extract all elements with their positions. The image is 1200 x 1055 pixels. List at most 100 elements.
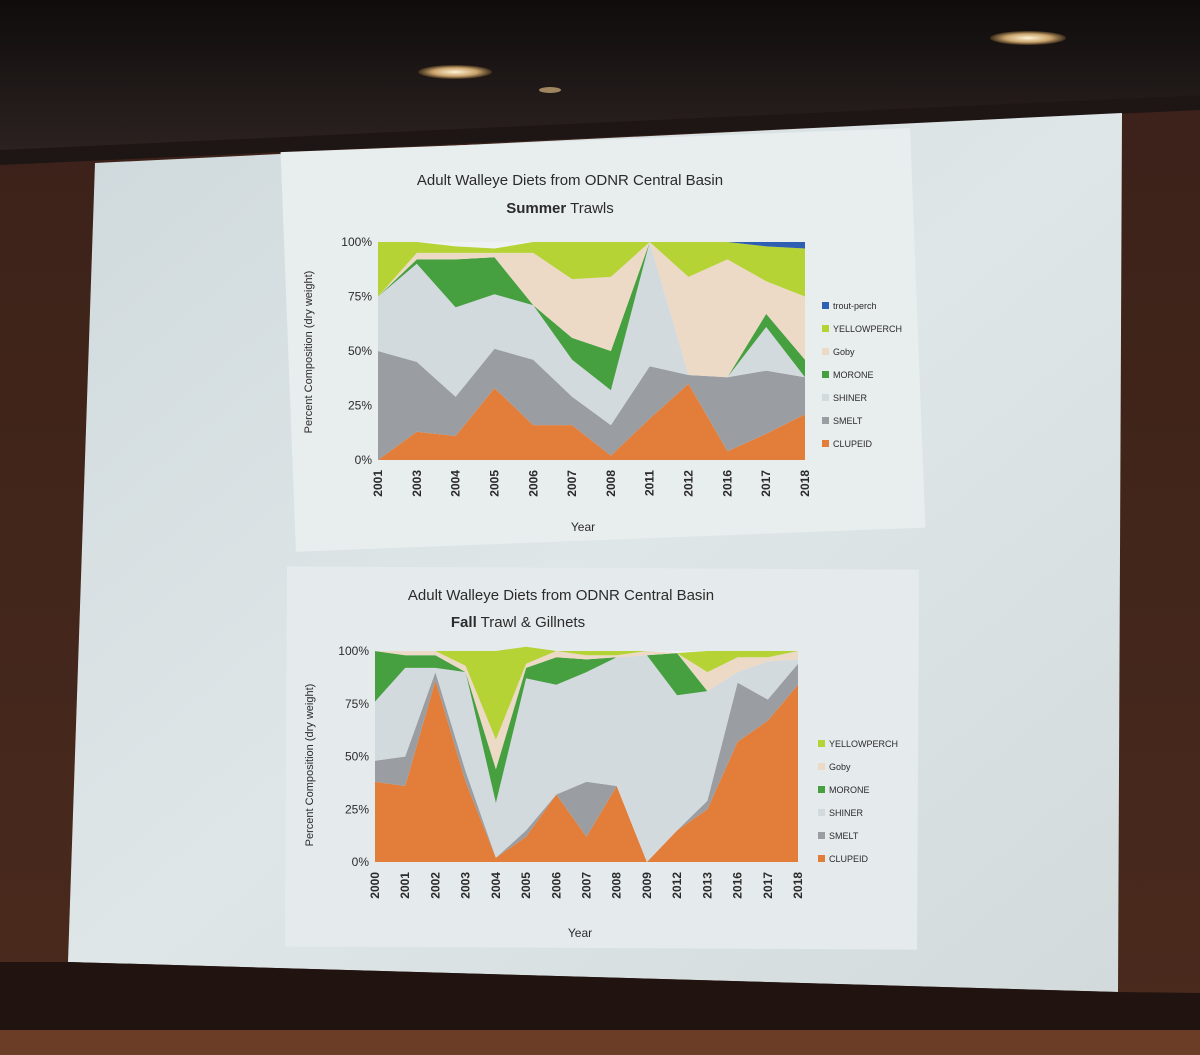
- square-marker-icon: [818, 786, 825, 793]
- x-tick-label: 2012: [670, 872, 684, 899]
- legend-fall: YELLOWPERCH Goby MORONE SHINER SMELT CLUPEID: [818, 739, 898, 864]
- square-marker-icon: [818, 763, 825, 770]
- subtitle-gear: Trawls: [566, 200, 614, 217]
- area-shiner: [375, 655, 798, 862]
- axis-ticks-fall: 0% 25% 50% 75% 100% 2000 2001 2002 2003 2004 2005 2…: [338, 644, 805, 899]
- legend-label: CLUPEID: [829, 854, 869, 864]
- plot-area-fall: [375, 646, 798, 862]
- area-morone: [375, 651, 798, 803]
- y-tick-label: 50%: [348, 344, 372, 358]
- legend-label: Goby: [833, 347, 855, 357]
- area-smelt: [375, 663, 798, 862]
- x-axis-label: Year: [568, 926, 592, 940]
- ceiling-light: [990, 31, 1066, 45]
- y-tick-label: 25%: [348, 399, 372, 413]
- x-tick-label: 2013: [700, 872, 714, 899]
- x-tick-label: 2008: [610, 872, 624, 899]
- x-tick-label: 2007: [565, 470, 579, 497]
- ceiling-light: [539, 87, 561, 93]
- legend-summer: trout-perch YELLOWPERCH Goby MORONE SHINER SM…: [822, 301, 902, 449]
- x-tick-label: 2005: [487, 470, 501, 497]
- x-tick-label: 2006: [526, 470, 540, 497]
- x-tick-label: 2003: [410, 470, 424, 497]
- x-tick-label: 2006: [549, 872, 563, 899]
- x-tick-label: 2004: [449, 470, 463, 497]
- square-marker-icon: [822, 394, 829, 401]
- area-trout-perch: [378, 242, 805, 249]
- x-axis-label: Year: [571, 520, 595, 534]
- area-morone: [378, 242, 805, 391]
- square-marker-icon: [818, 855, 825, 862]
- square-marker-icon: [818, 809, 825, 816]
- legend-label: Goby: [829, 762, 851, 772]
- x-tick-label: 2007: [580, 872, 594, 899]
- area-yellowperch: [378, 242, 805, 297]
- chart-title: Adult Walleye Diets from ODNR Central Ba…: [417, 172, 723, 189]
- x-tick-label: 2009: [640, 872, 654, 899]
- square-marker-icon: [818, 740, 825, 747]
- chart-fall-trawl-gillnets: Adult Walleye Diets from ODNR Central Ba…: [304, 587, 898, 940]
- x-tick-label: 2017: [761, 872, 775, 899]
- x-tick-label: 2003: [459, 872, 473, 899]
- legend-label: SHINER: [833, 393, 868, 403]
- x-tick-label: 2017: [759, 470, 773, 497]
- x-tick-label: 2005: [519, 872, 533, 899]
- legend-label: SHINER: [829, 808, 864, 818]
- subtitle-gear: Trawl & Gillnets: [477, 614, 585, 631]
- ceiling-light: [418, 65, 492, 79]
- y-tick-label: 75%: [348, 290, 372, 304]
- x-tick-label: 2016: [720, 470, 734, 497]
- y-tick-label: 0%: [352, 855, 370, 869]
- y-tick-label: 50%: [345, 750, 369, 764]
- y-tick-label: 100%: [341, 235, 372, 249]
- y-tick-label: 25%: [345, 802, 369, 816]
- y-tick-label: 0%: [355, 453, 373, 467]
- square-marker-icon: [818, 832, 825, 839]
- subtitle-season: Summer: [506, 200, 566, 217]
- subtitle-season: Fall: [451, 614, 477, 631]
- legend-label: SMELT: [833, 416, 863, 426]
- chart-subtitle: Summer Trawls: [506, 200, 614, 217]
- ceiling: [0, 0, 1200, 150]
- x-tick-label: 2001: [398, 872, 412, 899]
- x-tick-label: 2000: [368, 872, 382, 899]
- square-marker-icon: [822, 417, 829, 424]
- legend-label: SMELT: [829, 831, 859, 841]
- legend-label: trout-perch: [833, 301, 877, 311]
- x-tick-label: 2008: [604, 470, 618, 497]
- y-tick-label: 75%: [345, 697, 369, 711]
- x-tick-label: 2018: [791, 872, 805, 899]
- y-axis-label: Percent Composition (dry weight): [304, 684, 316, 847]
- x-tick-label: 2018: [798, 470, 812, 497]
- plot-area-summer: [378, 242, 805, 460]
- square-marker-icon: [822, 302, 829, 309]
- y-axis-label: Percent Composition (dry weight): [303, 271, 315, 434]
- legend-label: CLUPEID: [833, 439, 873, 449]
- legend-label: YELLOWPERCH: [833, 324, 902, 334]
- x-tick-label: 2011: [643, 470, 657, 496]
- square-marker-icon: [822, 440, 829, 447]
- legend-label: MORONE: [833, 370, 874, 380]
- area-goby: [378, 242, 805, 378]
- x-tick-label: 2001: [371, 470, 385, 497]
- axis-ticks-summer: 0% 25% 50% 75% 100% 2001 2003 2004 2005 2006 2007 2…: [341, 235, 812, 497]
- chart-title: Adult Walleye Diets from ODNR Central Ba…: [408, 587, 714, 604]
- square-marker-icon: [822, 348, 829, 355]
- area-clupeid: [378, 383, 805, 460]
- legend-label: MORONE: [829, 785, 870, 795]
- square-marker-icon: [822, 371, 829, 378]
- legend-label: YELLOWPERCH: [829, 739, 898, 749]
- chart-subtitle: Fall Trawl & Gillnets: [451, 614, 585, 631]
- chart-summer-trawls: Adult Walleye Diets from ODNR Central Ba…: [303, 172, 902, 534]
- x-tick-label: 2002: [428, 872, 442, 899]
- x-tick-label: 2016: [731, 872, 745, 899]
- ceiling-edge: [0, 95, 1200, 165]
- x-tick-label: 2004: [489, 872, 503, 899]
- square-marker-icon: [822, 325, 829, 332]
- y-tick-label: 100%: [338, 644, 369, 658]
- x-tick-label: 2012: [682, 470, 696, 497]
- area-shiner: [378, 242, 805, 426]
- area-smelt: [378, 348, 805, 460]
